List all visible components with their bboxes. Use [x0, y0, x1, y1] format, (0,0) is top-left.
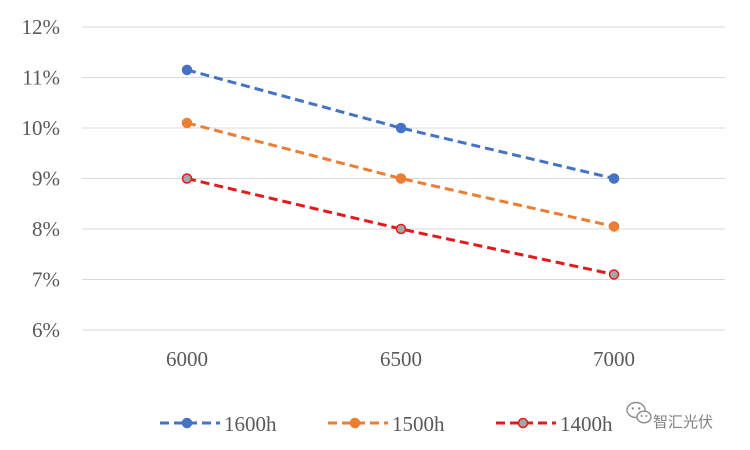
data-point-1500h: [181, 117, 193, 129]
legend: 1600h 1500h 1400h: [160, 412, 613, 436]
data-point-1500h: [608, 221, 620, 232]
data-point-1500h: [395, 173, 407, 184]
series-line-1500h: [186, 121, 615, 228]
y-tick-label: 11%: [22, 66, 60, 90]
legend-label: 1500h: [392, 412, 445, 436]
data-point-1600h: [181, 64, 193, 76]
x-tick-label: 6500: [380, 347, 422, 371]
legend-label: 1400h: [560, 412, 613, 436]
legend-item-1500h: 1500h: [328, 412, 445, 436]
y-tick-label: 10%: [22, 116, 61, 140]
legend-item-1400h: 1400h: [496, 412, 613, 436]
wechat-icon: [626, 401, 652, 424]
legend-marker: [349, 417, 361, 429]
data-point-1600h: [608, 173, 620, 184]
legend-marker: [517, 417, 529, 429]
x-tick-label: 6000: [166, 347, 208, 371]
axes: 6% 7% 8% 9% 10% 11% 12% 6000 6500 7000: [22, 15, 636, 371]
data-point-1600h: [395, 122, 407, 134]
series-line-1400h: [186, 177, 615, 276]
legend-marker: [181, 417, 193, 429]
y-tick-label: 9%: [32, 167, 60, 191]
watermark-text: 智汇光伏: [653, 413, 713, 431]
watermark: 智汇光伏: [626, 401, 713, 431]
data-point-1400h: [181, 173, 193, 184]
series-lines: [181, 64, 620, 280]
data-point-1400h: [608, 269, 620, 280]
x-tick-label: 7000: [593, 347, 635, 371]
y-tick-label: 8%: [32, 217, 60, 241]
data-point-1400h: [395, 223, 407, 235]
y-tick-label: 12%: [22, 15, 61, 39]
series-line-1600h: [186, 68, 615, 180]
y-tick-label: 6%: [32, 318, 60, 342]
legend-label: 1600h: [224, 412, 277, 436]
legend-item-1600h: 1600h: [160, 412, 277, 436]
y-tick-label: 7%: [32, 268, 60, 292]
